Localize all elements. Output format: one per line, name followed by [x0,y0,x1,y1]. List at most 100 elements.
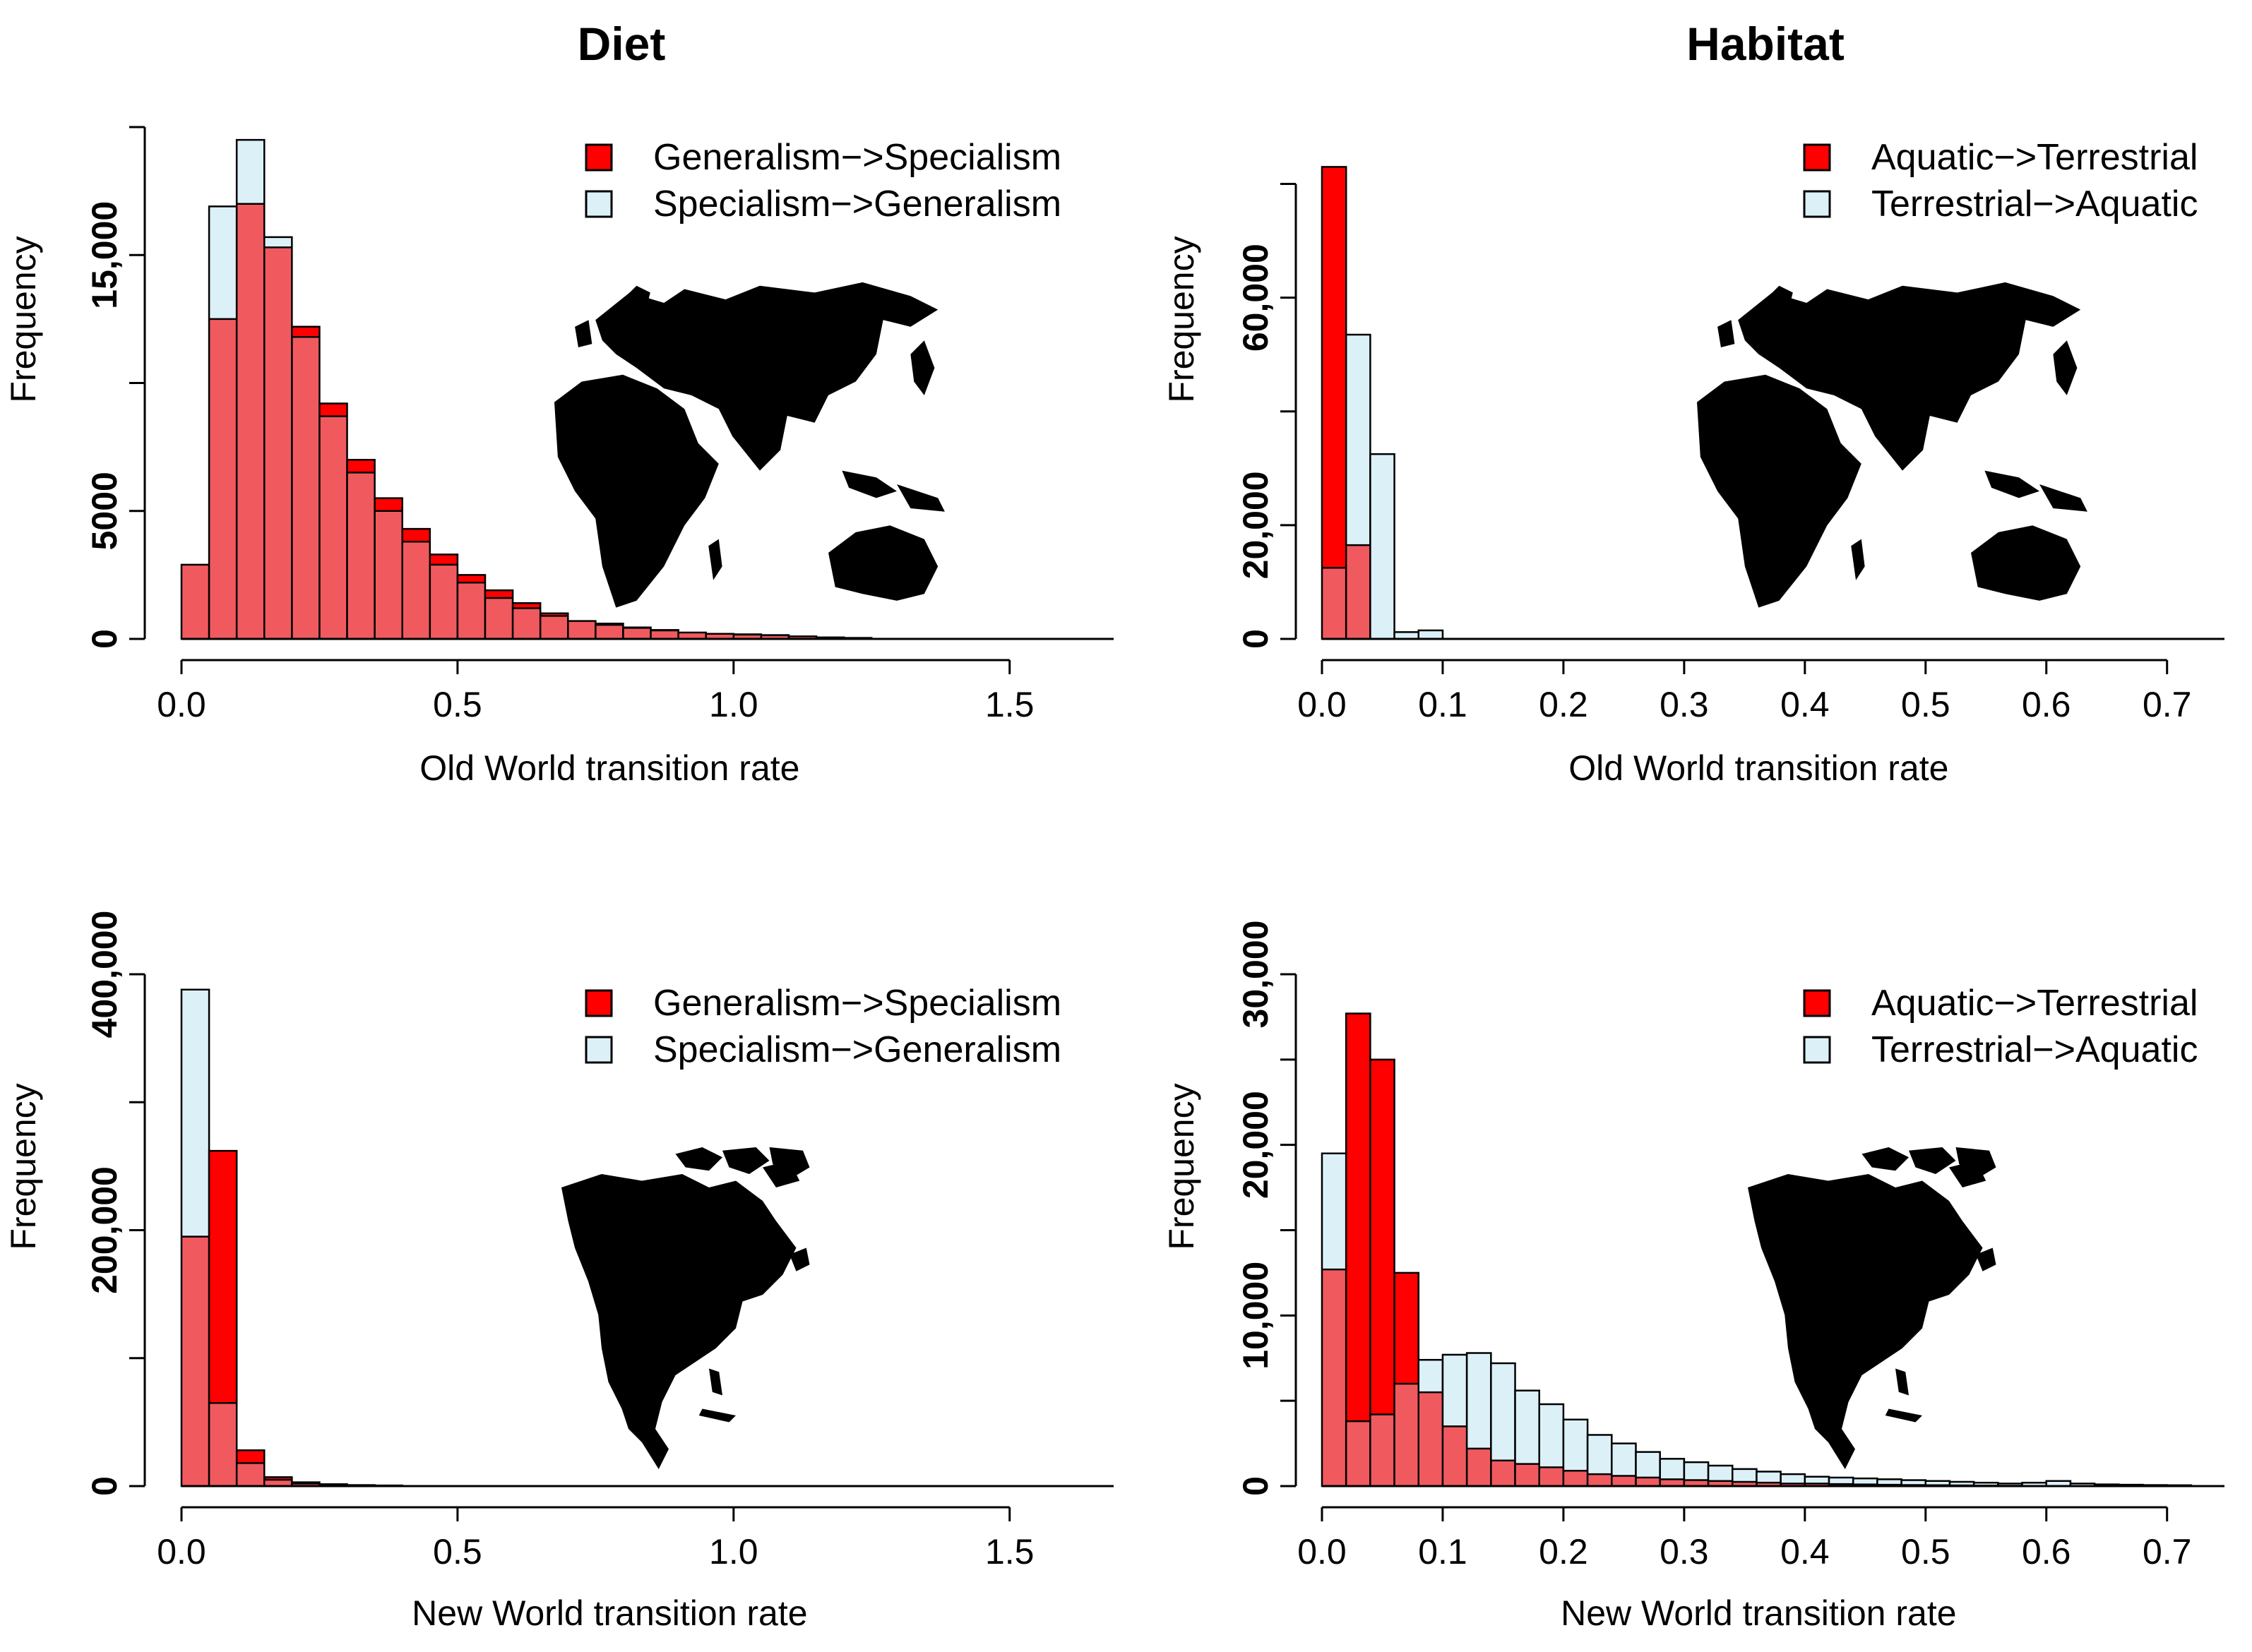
x-tick-label: 0.0 [1297,685,1347,724]
y-tick-label: 400,000 [85,911,124,1039]
bar-habitat_new-19-overlap [1780,1483,1805,1486]
bar-habitat_new-5-top [1442,1354,1467,1427]
x-tick-label: 0.5 [433,685,482,724]
bar-diet_old-6-overlap [347,472,375,639]
x-tick-label: 0.0 [157,685,206,724]
legend-swatch [1803,989,1831,1017]
bar-habitat_new-12-overlap [1611,1476,1636,1486]
bar-habitat_new-6-top [1467,1353,1491,1449]
bar-habitat_new-6-overlap [1467,1448,1491,1486]
bar-diet_new-1-overlap [209,1403,237,1486]
bar-diet_new-1-top [209,1151,237,1403]
x-tick-label: 0.7 [2143,685,2192,724]
bar-habitat_new-18-overlap [1756,1483,1781,1486]
bar-habitat_new-16-top [1708,1466,1733,1481]
bar-habitat_new-15-top [1684,1462,1709,1480]
y-tick-label: 200,000 [85,1166,124,1294]
bar-diet_old-4-top [292,326,320,337]
x-tick-label: 1.5 [985,1532,1035,1572]
bar-habitat_new-7-overlap [1491,1460,1515,1486]
legend-label: Generalism−>Specialism [653,137,1061,178]
bar-habitat_new-19-top [1780,1474,1805,1484]
bar-diet_old-0-overlap [181,564,210,639]
x-tick-label: 0.5 [433,1532,482,1572]
bar-habitat_new-2-top [1370,1059,1395,1415]
legend-swatch [585,1036,613,1064]
x-tick-label: 0.1 [1418,685,1467,724]
bar-habitat_new-13-top [1636,1452,1660,1478]
bar-habitat_new-24-top [1901,1480,1926,1485]
bar-habitat_new-9-top [1539,1404,1563,1468]
bar-habitat_new-0-overlap [1322,1269,1347,1486]
bar-diet_old-2-top [237,140,265,204]
bar-habitat_new-7-top [1491,1363,1515,1461]
y-axis-label: Frequency [1162,236,1201,402]
bar-diet_old-11-overlap [485,598,513,639]
bar-diet_old-13-top [540,613,568,616]
bar-habitat_new-3-overlap [1394,1384,1419,1486]
legend-label: Terrestrial−>Aquatic [1871,184,2198,225]
bar-habitat_new-2-overlap [1370,1414,1395,1486]
y-axis-label: Frequency [4,1083,43,1250]
column-title-diet: Diet [578,18,666,70]
bar-diet_old-12-overlap [513,608,541,639]
bar-diet_new-3-top [264,1477,292,1480]
x-tick-label: 0.4 [1780,1532,1830,1572]
bar-habitat_new-29-top [2022,1483,2047,1486]
bar-diet_old-5-overlap [319,416,347,639]
bar-diet_old-11-top [485,590,513,598]
bar-habitat_new-1-overlap [1346,1421,1371,1486]
bar-habitat_new-17-top [1732,1468,1757,1482]
x-tick-label: 0.6 [2022,1532,2071,1572]
bar-diet_old-7-top [374,498,403,511]
legend-label: Aquatic−>Terrestrial [1871,137,2198,178]
legend-label: Generalism−>Specialism [653,983,1061,1024]
bar-habitat_old-2-top [1370,454,1395,639]
bar-diet_old-2-overlap [237,203,265,639]
y-tick-label: 10,000 [1236,1262,1275,1370]
bar-habitat_new-5-overlap [1442,1426,1467,1486]
bar-diet_old-17-overlap [650,630,679,639]
old-world-map-icon [1697,282,2087,608]
bar-habitat_old-0-overlap [1322,568,1347,639]
x-tick-label: 0.4 [1780,685,1830,724]
bar-habitat_new-8-overlap [1515,1464,1539,1486]
bar-habitat_new-18-top [1756,1471,1781,1483]
legend-swatch [585,190,613,218]
bar-habitat_new-22-top [1853,1478,1878,1485]
bar-habitat_old-0-top [1322,167,1347,568]
y-tick-label: 30,000 [1236,921,1275,1029]
column-title-habitat: Habitat [1686,18,1845,70]
bar-habitat_new-31-top [2070,1483,2095,1486]
bar-habitat_new-12-top [1611,1443,1636,1476]
bar-habitat_old-3-top [1394,632,1419,639]
bar-habitat_new-1-top [1346,1013,1371,1422]
bar-habitat_new-11-top [1587,1435,1612,1475]
bar-diet_old-3-overlap [264,247,292,639]
bar-diet_old-14-overlap [568,621,596,639]
x-tick-label: 0.6 [2022,685,2071,724]
x-tick-label: 0.3 [1660,685,1709,724]
y-tick-label: 0 [1236,1476,1275,1496]
legend-swatch [585,989,613,1017]
y-tick-label: 0 [1236,629,1275,649]
chart-diet_new: 0.0 0.5 1.0 1.5 0 200,000 400,000 New World tra… [4,911,1114,1633]
bar-habitat_new-30-top [2046,1480,2071,1486]
y-tick-label: 60,000 [1236,244,1275,352]
bar-habitat_new-9-overlap [1539,1467,1563,1486]
x-tick-label: 0.3 [1660,1532,1709,1572]
y-tick-label: 15,000 [85,201,124,309]
bar-habitat_new-10-overlap [1563,1471,1588,1486]
bar-habitat_new-20-overlap [1804,1483,1830,1486]
bar-diet_old-16-overlap [623,628,651,639]
bar-habitat_new-4-top [1418,1360,1443,1393]
chart-habitat_old: 0.0 0.1 0.2 0.3 0.4 0.5 0.6 0.7 0 20,000 60,000 Old… [1162,137,2224,788]
legend-label: Terrestrial−>Aquatic [1871,1029,2198,1070]
bar-diet_new-2-top [237,1450,265,1464]
bar-habitat_new-25-top [1925,1480,1950,1485]
x-tick-label: 0.2 [1539,1532,1588,1572]
x-tick-label: 0.0 [1297,1532,1347,1572]
bar-diet_old-1-top [209,206,237,319]
north-america-map-icon [1748,1147,1996,1469]
bar-diet_old-10-overlap [457,582,485,639]
